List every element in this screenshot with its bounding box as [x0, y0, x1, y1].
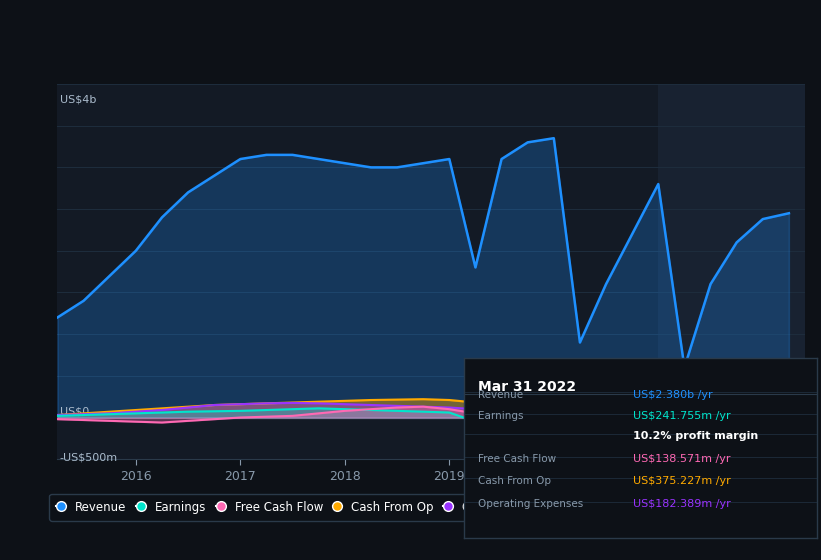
Text: -US$500m: -US$500m [60, 453, 117, 463]
Bar [658, 84, 821, 459]
Text: Revenue: Revenue [478, 390, 523, 400]
Text: US$0: US$0 [60, 406, 89, 416]
Text: Free Cash Flow: Free Cash Flow [478, 454, 556, 464]
Text: Cash From Op: Cash From Op [478, 475, 551, 486]
Text: US$4b: US$4b [60, 94, 96, 104]
Text: US$375.227m /yr: US$375.227m /yr [633, 475, 731, 486]
Text: US$2.380b /yr: US$2.380b /yr [633, 390, 713, 400]
Text: 10.2% profit margin: 10.2% profit margin [633, 431, 759, 441]
Text: Earnings: Earnings [478, 411, 524, 421]
Text: Mar 31 2022: Mar 31 2022 [478, 380, 576, 394]
Text: US$182.389m /yr: US$182.389m /yr [633, 499, 731, 509]
Text: US$138.571m /yr: US$138.571m /yr [633, 454, 731, 464]
Legend: Revenue, Earnings, Free Cash Flow, Cash From Op, Operating Expenses: Revenue, Earnings, Free Cash Flow, Cash … [49, 494, 589, 521]
Text: US$241.755m /yr: US$241.755m /yr [633, 411, 731, 421]
Text: Operating Expenses: Operating Expenses [478, 499, 583, 509]
